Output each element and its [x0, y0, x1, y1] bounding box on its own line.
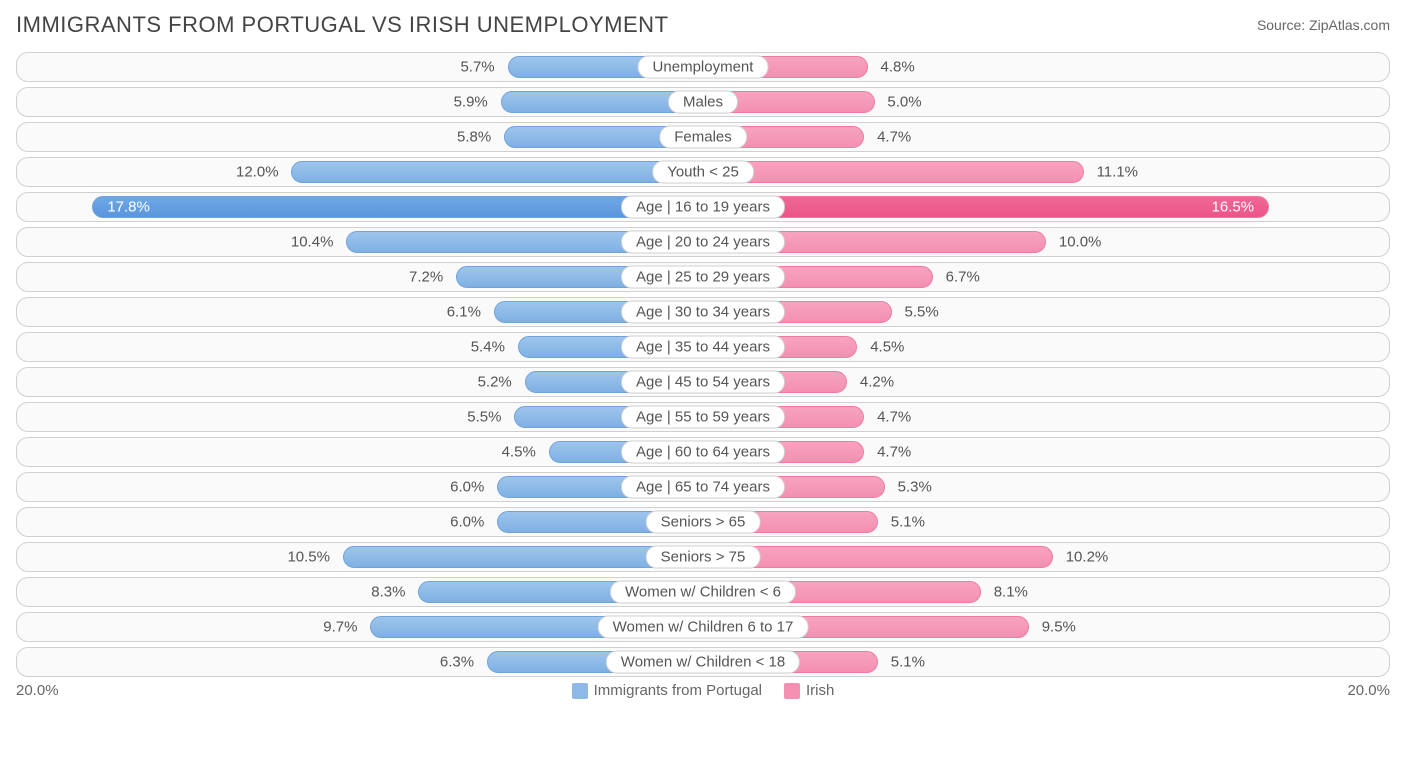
value-label-left: 5.2%	[478, 374, 518, 391]
value-label-left: 6.0%	[450, 479, 490, 496]
chart-row: 5.5% 4.7% Age | 55 to 59 years	[16, 402, 1390, 432]
value-label-right: 4.8%	[875, 59, 915, 76]
value-label-right: 5.1%	[885, 654, 925, 671]
value-label-left: 5.4%	[471, 339, 511, 356]
category-label: Females	[659, 126, 747, 149]
category-label: Age | 30 to 34 years	[621, 301, 785, 324]
category-label: Age | 65 to 74 years	[621, 476, 785, 499]
value-label-left: 17.8%	[99, 199, 150, 216]
value-label-right: 11.1%	[1091, 164, 1138, 181]
bar-right	[703, 161, 1084, 183]
value-label-right: 9.5%	[1036, 619, 1076, 636]
chart-row: 6.3% 5.1% Women w/ Children < 18	[16, 647, 1390, 677]
category-label: Seniors > 75	[646, 546, 761, 569]
value-label-right: 6.7%	[940, 269, 980, 286]
legend-swatch-right	[784, 683, 800, 699]
value-label-right: 4.5%	[864, 339, 904, 356]
value-label-left: 10.4%	[291, 234, 340, 251]
value-label-right: 4.7%	[871, 444, 911, 461]
value-label-right: 4.7%	[871, 129, 911, 146]
value-label-right: 5.5%	[899, 304, 939, 321]
value-label-left: 5.9%	[454, 94, 494, 111]
chart-row: 5.8% 4.7% Females	[16, 122, 1390, 152]
header: IMMIGRANTS FROM PORTUGAL VS IRISH UNEMPL…	[16, 12, 1390, 38]
chart-row: 5.7% 4.8% Unemployment	[16, 52, 1390, 82]
legend-item-right: Irish	[784, 682, 834, 699]
chart-title: IMMIGRANTS FROM PORTUGAL VS IRISH UNEMPL…	[16, 12, 669, 38]
chart-row: 5.9% 5.0% Males	[16, 87, 1390, 117]
axis-max-left: 20.0%	[16, 682, 59, 699]
chart-row: 4.5% 4.7% Age | 60 to 64 years	[16, 437, 1390, 467]
legend: Immigrants from Portugal Irish	[572, 682, 835, 699]
bar-right	[703, 196, 1269, 218]
value-label-left: 6.1%	[447, 304, 487, 321]
source-attribution: Source: ZipAtlas.com	[1257, 17, 1390, 33]
legend-label-left: Immigrants from Portugal	[594, 682, 762, 699]
category-label: Males	[668, 91, 738, 114]
value-label-right: 4.2%	[854, 374, 894, 391]
chart-row: 6.0% 5.3% Age | 65 to 74 years	[16, 472, 1390, 502]
legend-item-left: Immigrants from Portugal	[572, 682, 762, 699]
chart-row: 5.4% 4.5% Age | 35 to 44 years	[16, 332, 1390, 362]
value-label-left: 6.0%	[450, 514, 490, 531]
chart-footer: 20.0% Immigrants from Portugal Irish 20.…	[16, 682, 1390, 699]
chart-row: 10.4% 10.0% Age | 20 to 24 years	[16, 227, 1390, 257]
category-label: Age | 16 to 19 years	[621, 196, 785, 219]
category-label: Age | 35 to 44 years	[621, 336, 785, 359]
axis-max-right: 20.0%	[1347, 682, 1390, 699]
value-label-left: 9.7%	[323, 619, 363, 636]
category-label: Seniors > 65	[646, 511, 761, 534]
chart-row: 10.5% 10.2% Seniors > 75	[16, 542, 1390, 572]
diverging-bar-chart: 5.7% 4.8% Unemployment 5.9% 5.0% Males 5.8% 4.7…	[16, 52, 1390, 677]
value-label-right: 5.3%	[892, 479, 932, 496]
legend-swatch-left	[572, 683, 588, 699]
category-label: Youth < 25	[652, 161, 754, 184]
chart-row: 12.0% 11.1% Youth < 25	[16, 157, 1390, 187]
category-label: Unemployment	[638, 56, 769, 79]
value-label-left: 6.3%	[440, 654, 480, 671]
value-label-left: 12.0%	[236, 164, 285, 181]
category-label: Women w/ Children 6 to 17	[598, 616, 809, 639]
value-label-right: 5.0%	[881, 94, 921, 111]
chart-row: 8.3% 8.1% Women w/ Children < 6	[16, 577, 1390, 607]
chart-row: 9.7% 9.5% Women w/ Children 6 to 17	[16, 612, 1390, 642]
chart-row: 17.8% 16.5% Age | 16 to 19 years	[16, 192, 1390, 222]
value-label-left: 5.8%	[457, 129, 497, 146]
chart-row: 6.0% 5.1% Seniors > 65	[16, 507, 1390, 537]
value-label-right: 16.5%	[1212, 199, 1263, 216]
value-label-right: 8.1%	[988, 584, 1028, 601]
chart-row: 6.1% 5.5% Age | 30 to 34 years	[16, 297, 1390, 327]
value-label-left: 5.7%	[460, 59, 500, 76]
category-label: Age | 55 to 59 years	[621, 406, 785, 429]
value-label-left: 4.5%	[502, 444, 542, 461]
value-label-right: 10.0%	[1053, 234, 1102, 251]
category-label: Age | 20 to 24 years	[621, 231, 785, 254]
bar-left	[291, 161, 703, 183]
category-label: Women w/ Children < 18	[606, 651, 800, 674]
source-name: ZipAtlas.com	[1309, 17, 1390, 33]
category-label: Age | 25 to 29 years	[621, 266, 785, 289]
legend-label-right: Irish	[806, 682, 834, 699]
value-label-left: 7.2%	[409, 269, 449, 286]
value-label-right: 10.2%	[1060, 549, 1109, 566]
value-label-left: 10.5%	[287, 549, 336, 566]
category-label: Age | 45 to 54 years	[621, 371, 785, 394]
bar-left	[92, 196, 703, 218]
value-label-right: 5.1%	[885, 514, 925, 531]
chart-row: 5.2% 4.2% Age | 45 to 54 years	[16, 367, 1390, 397]
value-label-right: 4.7%	[871, 409, 911, 426]
chart-row: 7.2% 6.7% Age | 25 to 29 years	[16, 262, 1390, 292]
value-label-left: 5.5%	[467, 409, 507, 426]
value-label-left: 8.3%	[371, 584, 411, 601]
category-label: Women w/ Children < 6	[610, 581, 796, 604]
category-label: Age | 60 to 64 years	[621, 441, 785, 464]
source-prefix: Source:	[1257, 17, 1309, 33]
